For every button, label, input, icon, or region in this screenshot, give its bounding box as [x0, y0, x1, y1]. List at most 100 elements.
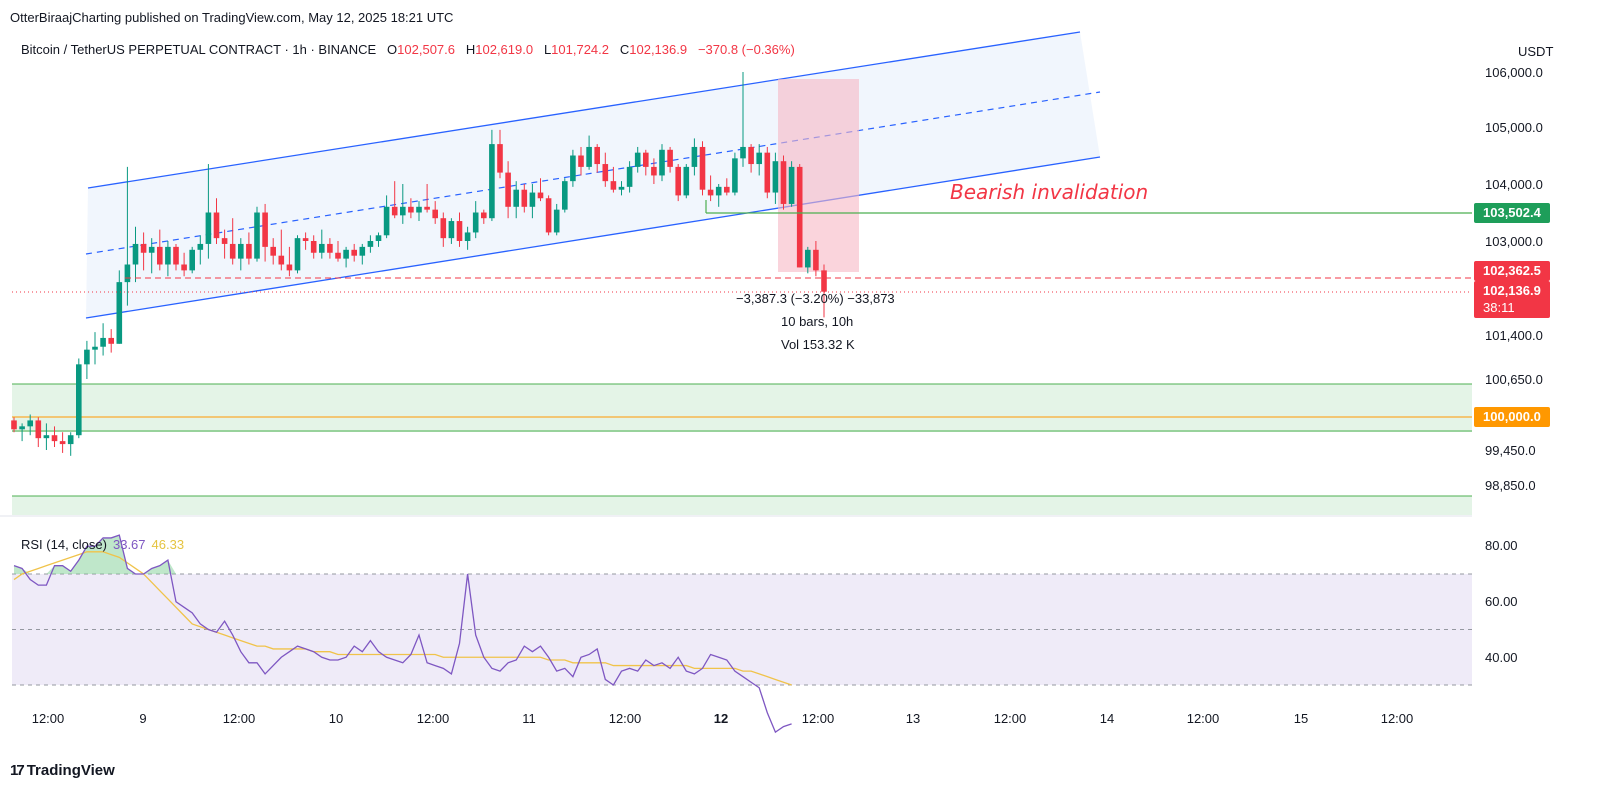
rsi-ma-value: 46.33: [151, 537, 185, 552]
countdown-tag: 38:11: [1483, 300, 1515, 315]
measure-volume-text: Vol 153.32 K: [781, 337, 855, 352]
last-price-tag-bg: [1474, 281, 1550, 318]
candle-body: [100, 337, 106, 347]
bearish-level-tag-bg: [1474, 203, 1550, 223]
time-tick-label: 15: [1294, 711, 1308, 726]
candle-body: [432, 209, 438, 219]
rsi-line: [13, 534, 792, 734]
candle-body: [529, 192, 536, 207]
candle-body: [505, 172, 511, 207]
price-tick-label: 100,650.0: [1485, 372, 1543, 387]
time-tick-label: 12:00: [417, 711, 450, 726]
bearish-level-tag: 103,502.4: [1483, 205, 1542, 220]
time-tick-label: 11: [522, 711, 536, 726]
candle-body: [294, 238, 301, 271]
low-value: 101,724.2: [551, 42, 610, 57]
time-tick-label: 12: [714, 711, 728, 726]
close-value: 102,136.9: [629, 42, 688, 57]
price-tick-label: 104,000.0: [1485, 177, 1543, 192]
candle-body: [513, 189, 519, 207]
candle-body: [610, 181, 617, 190]
candle-body: [165, 246, 171, 265]
candle-body: [229, 243, 236, 259]
candle-body: [448, 221, 455, 239]
candle-body: [821, 270, 827, 292]
candle-body: [319, 243, 325, 253]
candle-body: [35, 420, 42, 439]
candle-body: [748, 146, 754, 165]
tradingview-logo-icon: 17: [10, 762, 25, 779]
candle-body: [796, 166, 803, 268]
candle-body: [254, 212, 260, 259]
rsi-tick-label: 80.00: [1485, 538, 1518, 553]
change-value: −370.8 (−0.36%): [697, 42, 795, 57]
candle-body: [562, 181, 568, 210]
candle-body: [553, 209, 560, 233]
candle-body: [715, 186, 722, 196]
candle-body: [400, 206, 406, 216]
price-tick-label: 98,850.0: [1485, 478, 1536, 493]
high-value: 102,619.0: [475, 42, 534, 57]
candle-body: [351, 249, 357, 256]
price-tick-label: 105,000.0: [1485, 120, 1543, 135]
candle-body: [440, 218, 447, 239]
candle-body: [464, 232, 471, 241]
candle-body: [659, 149, 665, 176]
candle-body: [772, 161, 779, 193]
candle-body: [537, 192, 544, 199]
rsi-legend: RSI (14, close) 33.67 46.33: [21, 537, 184, 552]
candle-body: [140, 243, 147, 253]
candle-body: [570, 155, 576, 182]
candle-body: [724, 186, 730, 193]
time-tick-label: 12:00: [223, 711, 256, 726]
candle-body: [335, 252, 341, 259]
candle-body: [764, 152, 771, 193]
candle-body: [578, 155, 584, 167]
candle-body: [43, 435, 50, 439]
tradingview-logo[interactable]: 17 TradingView: [10, 762, 115, 779]
time-tick-label: 12:00: [802, 711, 835, 726]
candle-body: [521, 189, 528, 207]
tradingview-logo-text: TradingView: [26, 762, 115, 779]
publish-info: OtterBiraajCharting published on Trading…: [10, 10, 454, 25]
candle-body: [189, 249, 195, 271]
candle-body: [157, 246, 163, 265]
candle-body: [375, 235, 382, 241]
candle-body: [699, 146, 706, 190]
price-tick-label: 103,000.0: [1485, 234, 1543, 249]
candle-body: [148, 246, 155, 253]
candle-body: [813, 249, 819, 271]
close-label: C: [619, 42, 630, 57]
time-tick-label: 12:00: [1187, 711, 1220, 726]
candle-body: [343, 249, 349, 259]
currency-unit[interactable]: USDT: [1518, 44, 1554, 59]
candle-body: [594, 146, 600, 165]
time-tick-label: 14: [1100, 711, 1114, 726]
candle-body: [456, 221, 463, 241]
candle-body: [626, 166, 633, 187]
low-label: L: [543, 42, 552, 57]
candle-body: [367, 241, 374, 247]
time-tick-label: 12:00: [1381, 711, 1414, 726]
candle-body: [197, 243, 204, 250]
candle-body: [181, 264, 187, 271]
rsi-tick-label: 60.00: [1485, 594, 1518, 609]
candle-body: [302, 238, 309, 241]
candle-body: [213, 212, 220, 239]
price-tick-label: 106,000.0: [1485, 65, 1543, 80]
time-tick-label: 12:00: [994, 711, 1027, 726]
candle-body: [805, 249, 811, 268]
candle-body: [424, 206, 430, 210]
last-high-tag-bg: [1474, 261, 1550, 281]
candle-body: [602, 164, 609, 182]
symbol-name[interactable]: Bitcoin / TetherUS PERPETUAL CONTRACT · …: [21, 42, 377, 57]
candle-body: [618, 186, 625, 190]
candle-body: [675, 166, 681, 196]
candle-body: [497, 144, 503, 173]
candle-body: [359, 246, 366, 256]
candle-body: [270, 246, 276, 256]
candle-body: [667, 149, 673, 167]
candle-body: [59, 441, 66, 445]
rsi-value: 33.67: [112, 537, 146, 552]
